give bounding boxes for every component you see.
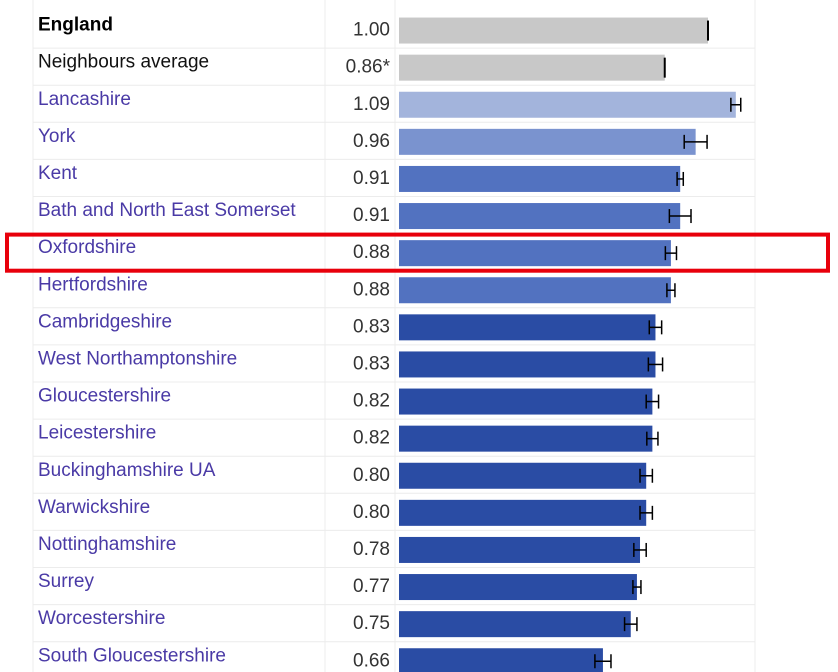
error-bar — [632, 580, 642, 595]
area-name[interactable]: Nottinghamshire — [38, 534, 176, 555]
value-label: 0.66 — [353, 650, 390, 671]
value-label: 0.75 — [353, 613, 390, 634]
error-bar — [623, 617, 638, 632]
error-bar — [594, 654, 612, 669]
bar — [399, 648, 603, 672]
value-label: 0.83 — [353, 353, 390, 374]
error-bar — [645, 394, 660, 409]
value-label: 0.91 — [353, 168, 390, 189]
bar — [399, 128, 696, 155]
bar — [399, 574, 637, 601]
error-bar — [639, 505, 654, 520]
area-name[interactable]: York — [38, 126, 76, 147]
error-bar — [730, 97, 742, 112]
bar — [399, 611, 631, 638]
area-name[interactable]: Kent — [38, 163, 78, 184]
error-bar — [633, 542, 647, 557]
value-label: 0.88 — [353, 242, 390, 263]
value-label: 0.80 — [353, 502, 390, 523]
error-bar — [647, 357, 664, 372]
area-name: Neighbours average — [38, 52, 209, 73]
area-name[interactable]: Surrey — [38, 571, 94, 592]
area-name[interactable]: Cambridgeshire — [38, 311, 172, 332]
error-bar — [646, 431, 659, 446]
value-label: 0.96 — [353, 131, 390, 152]
highlight-box — [5, 232, 830, 273]
area-name[interactable]: Hertfordshire — [38, 274, 148, 295]
error-bar — [683, 134, 708, 149]
value-label: 0.86* — [346, 57, 391, 78]
area-name[interactable]: Lancashire — [38, 89, 131, 110]
area-name[interactable]: Warwickshire — [38, 497, 150, 518]
value-label: 1.09 — [353, 94, 390, 115]
value-label: 0.82 — [353, 428, 390, 449]
error-bar — [639, 468, 654, 483]
area-name[interactable]: Oxfordshire — [38, 237, 136, 258]
value-label: 0.83 — [353, 316, 390, 337]
error-bar — [666, 283, 676, 298]
value-label: 0.80 — [353, 465, 390, 486]
bar — [399, 388, 653, 415]
value-label: 0.78 — [353, 539, 390, 560]
value-label: 1.00 — [353, 20, 390, 41]
area-name[interactable]: Worcestershire — [38, 608, 165, 629]
value-label: 0.91 — [353, 205, 390, 226]
error-bar — [676, 171, 685, 186]
bar — [399, 165, 681, 192]
area-name[interactable]: Gloucestershire — [38, 386, 171, 407]
area-name[interactable]: Bath and North East Somerset — [38, 200, 296, 221]
value-label: 0.77 — [353, 576, 390, 597]
bar — [399, 203, 681, 230]
error-bar — [664, 246, 678, 261]
bar — [399, 425, 653, 452]
bar — [399, 314, 656, 341]
error-bar — [668, 209, 692, 224]
error-bar — [648, 320, 663, 335]
area-name[interactable]: Leicestershire — [38, 423, 156, 444]
value-label: 0.88 — [353, 279, 390, 300]
bar — [399, 499, 647, 526]
area-name[interactable]: South Gloucestershire — [38, 645, 226, 666]
bar — [399, 351, 656, 378]
area-name[interactable]: West Northamptonshire — [38, 348, 237, 369]
bar — [399, 91, 736, 118]
value-label: 0.82 — [353, 391, 390, 412]
bar — [399, 54, 665, 81]
bar — [399, 536, 641, 563]
bar — [399, 462, 647, 489]
bar — [399, 17, 708, 44]
bar — [399, 240, 671, 267]
area-name[interactable]: Buckinghamshire UA — [38, 460, 216, 481]
bar — [399, 277, 671, 304]
area-name: England — [38, 15, 113, 36]
